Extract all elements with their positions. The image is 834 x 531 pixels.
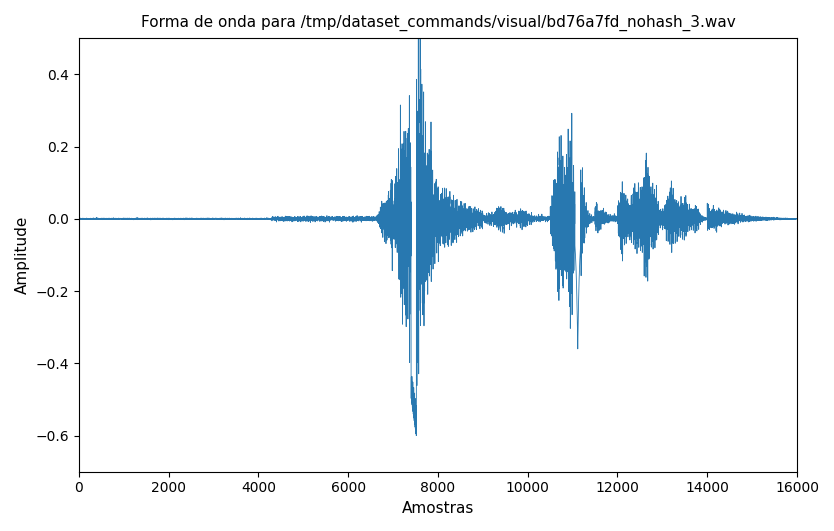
X-axis label: Amostras: Amostras	[402, 501, 475, 516]
Y-axis label: Amplitude: Amplitude	[15, 216, 30, 294]
Title: Forma de onda para /tmp/dataset_commands/visual/bd76a7fd_nohash_3.wav: Forma de onda para /tmp/dataset_commands…	[141, 15, 736, 31]
